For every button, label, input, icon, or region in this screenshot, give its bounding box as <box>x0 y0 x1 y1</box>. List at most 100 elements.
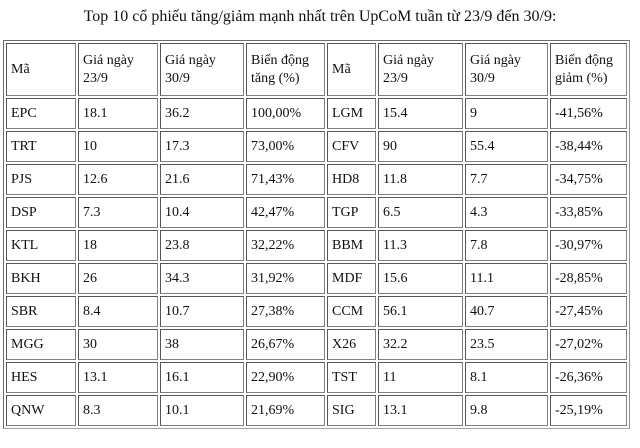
stock-code-cell: LGM <box>327 98 376 129</box>
value-cell: 11.8 <box>378 164 463 195</box>
value-cell: 7.7 <box>465 164 548 195</box>
value-cell: -26,36% <box>550 362 627 393</box>
value-cell: 9.8 <box>465 395 548 426</box>
value-cell: -41,56% <box>550 98 627 129</box>
value-cell: -30,97% <box>550 230 627 261</box>
stock-code-cell: MDF <box>327 263 376 294</box>
value-cell: 4.3 <box>465 197 548 228</box>
value-cell: 38 <box>160 329 244 360</box>
value-cell: 73,00% <box>246 131 325 162</box>
value-cell: 26,67% <box>246 329 325 360</box>
value-cell: 11 <box>378 362 463 393</box>
value-cell: 22,90% <box>246 362 325 393</box>
value-cell: 10 <box>78 131 158 162</box>
stock-code-cell: CCM <box>327 296 376 327</box>
value-cell: 71,43% <box>246 164 325 195</box>
value-cell: 8.4 <box>78 296 158 327</box>
stock-code-cell: BBM <box>327 230 376 261</box>
stock-code-cell: DSP <box>6 197 76 228</box>
header-row: Mã Giá ngày 23/9 Giá ngày 30/9 Biến động tă… <box>6 43 627 96</box>
value-cell: -27,45% <box>550 296 627 327</box>
value-cell: 55.4 <box>465 131 548 162</box>
table-row: TRT 10 17.3 73,00% CFV 90 55.4 -38,44% <box>6 131 627 162</box>
value-cell: 9 <box>465 98 548 129</box>
value-cell: 27,38% <box>246 296 325 327</box>
stock-code-cell: KTL <box>6 230 76 261</box>
value-cell: 32.2 <box>378 329 463 360</box>
stock-table: Mã Giá ngày 23/9 Giá ngày 30/9 Biến động tă… <box>3 40 630 429</box>
value-cell: 21,69% <box>246 395 325 426</box>
stock-code-cell: EPC <box>6 98 76 129</box>
table-row: MGG 30 38 26,67% X26 32.2 23.5 -27,02% <box>6 329 627 360</box>
value-cell: 36.2 <box>160 98 244 129</box>
stock-code-cell: BKH <box>6 263 76 294</box>
stock-code-cell: SBR <box>6 296 76 327</box>
value-cell: 26 <box>78 263 158 294</box>
value-cell: -34,75% <box>550 164 627 195</box>
stock-code-cell: CFV <box>327 131 376 162</box>
value-cell: 10.4 <box>160 197 244 228</box>
value-cell: 13.1 <box>78 362 158 393</box>
stock-code-cell: HD8 <box>327 164 376 195</box>
value-cell: 15.4 <box>378 98 463 129</box>
table-row: HES 13.1 16.1 22,90% TST 11 8.1 -26,36% <box>6 362 627 393</box>
value-cell: 32,22% <box>246 230 325 261</box>
value-cell: 7.3 <box>78 197 158 228</box>
value-cell: 15.6 <box>378 263 463 294</box>
page-title: Top 10 cổ phiếu tăng/giảm mạnh nhất trên… <box>83 8 557 25</box>
table-row: BKH 26 34.3 31,92% MDF 15.6 11.1 -28,85% <box>6 263 627 294</box>
value-cell: 18 <box>78 230 158 261</box>
value-cell: 11.3 <box>378 230 463 261</box>
value-cell: 10.7 <box>160 296 244 327</box>
stock-code-cell: HES <box>6 362 76 393</box>
value-cell: 18.1 <box>78 98 158 129</box>
value-cell: 31,92% <box>246 263 325 294</box>
value-cell: 21.6 <box>160 164 244 195</box>
column-header: Biến động giảm (%) <box>550 43 627 96</box>
table-row: PJS 12.6 21.6 71,43% HD8 11.8 7.7 -34,75% <box>6 164 627 195</box>
column-header: Giá ngày 23/9 <box>78 43 158 96</box>
value-cell: 23.8 <box>160 230 244 261</box>
stock-code-cell: PJS <box>6 164 76 195</box>
value-cell: -33,85% <box>550 197 627 228</box>
value-cell: 23.5 <box>465 329 548 360</box>
value-cell: 8.3 <box>78 395 158 426</box>
value-cell: -25,19% <box>550 395 627 426</box>
column-header: Giá ngày 30/9 <box>160 43 244 96</box>
value-cell: 17.3 <box>160 131 244 162</box>
stock-code-cell: TST <box>327 362 376 393</box>
stock-code-cell: MGG <box>6 329 76 360</box>
article-page: Top 10 cổ phiếu tăng/giảm mạnh nhất trên… <box>0 7 640 448</box>
table-body: EPC 18.1 36.2 100,00% LGM 15.4 9 -41,56% TRT 10 17… <box>6 98 627 426</box>
value-cell: 10.1 <box>160 395 244 426</box>
stock-code-cell: TGP <box>327 197 376 228</box>
value-cell: 16.1 <box>160 362 244 393</box>
table-row: EPC 18.1 36.2 100,00% LGM 15.4 9 -41,56% <box>6 98 627 129</box>
table-row: QNW 8.3 10.1 21,69% SIG 13.1 9.8 -25,19% <box>6 395 627 426</box>
column-header: Giá ngày 30/9 <box>465 43 548 96</box>
value-cell: 6.5 <box>378 197 463 228</box>
column-header: Giá ngày 23/9 <box>378 43 463 96</box>
value-cell: 12.6 <box>78 164 158 195</box>
value-cell: 56.1 <box>378 296 463 327</box>
table-row: SBR 8.4 10.7 27,38% CCM 56.1 40.7 -27,45% <box>6 296 627 327</box>
value-cell: 8.1 <box>465 362 548 393</box>
value-cell: 42,47% <box>246 197 325 228</box>
stock-code-cell: SIG <box>327 395 376 426</box>
column-header: Mã <box>327 43 376 96</box>
stock-code-cell: X26 <box>327 329 376 360</box>
column-header: Biến động tăng (%) <box>246 43 325 96</box>
value-cell: 13.1 <box>378 395 463 426</box>
value-cell: 7.8 <box>465 230 548 261</box>
column-header: Mã <box>6 43 76 96</box>
value-cell: 90 <box>378 131 463 162</box>
value-cell: 34.3 <box>160 263 244 294</box>
stock-code-cell: TRT <box>6 131 76 162</box>
value-cell: 100,00% <box>246 98 325 129</box>
value-cell: 11.1 <box>465 263 548 294</box>
table-row: DSP 7.3 10.4 42,47% TGP 6.5 4.3 -33,85% <box>6 197 627 228</box>
table-row: KTL 18 23.8 32,22% BBM 11.3 7.8 -30,97% <box>6 230 627 261</box>
value-cell: -28,85% <box>550 263 627 294</box>
value-cell: 40.7 <box>465 296 548 327</box>
value-cell: -27,02% <box>550 329 627 360</box>
